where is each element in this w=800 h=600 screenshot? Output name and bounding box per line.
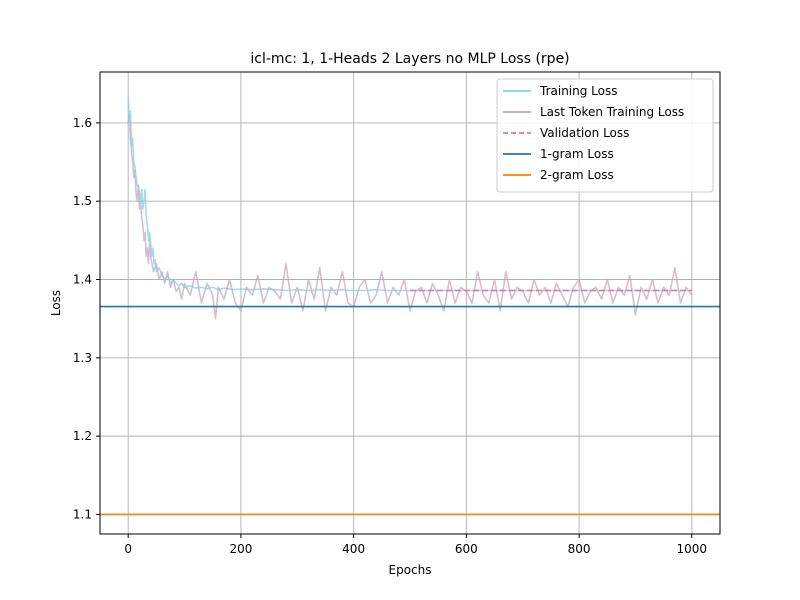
x-tick-label: 0: [124, 542, 132, 556]
y-tick-label: 1.3: [73, 351, 92, 365]
legend-label-validation-loss: Validation Loss: [540, 126, 629, 140]
y-tick-label: 1.6: [73, 116, 92, 130]
legend-label-training-loss: Training Loss: [539, 84, 617, 98]
chart-title: icl-mc: 1, 1-Heads 2 Layers no MLP Loss …: [250, 51, 569, 67]
x-tick-label: 600: [455, 542, 478, 556]
y-axis-label: Loss: [49, 290, 63, 316]
grid: [100, 72, 720, 534]
legend-box: [496, 78, 714, 193]
plot-frame: [99, 71, 721, 535]
y-tick-label: 1.4: [73, 273, 92, 287]
training-loss-line: [127, 95, 692, 292]
series-layer: [100, 95, 720, 516]
x-tick-label: 400: [342, 542, 365, 556]
legend-label-last-token-training-loss: Last Token Training Loss: [540, 105, 684, 119]
y-tick-label: 1.2: [73, 429, 92, 443]
last-token-training-loss-line: [127, 114, 693, 320]
axis-ticks: 0 200 400 600 800 1000 1.1 1.2 1.3 1.4 1.5 1.6: [73, 116, 707, 556]
legend-label-2-gram-loss: 2-gram Loss: [540, 168, 614, 182]
x-tick-label: 200: [229, 542, 252, 556]
legend-label-1-gram-loss: 1-gram Loss: [540, 147, 614, 161]
x-tick-label: 800: [568, 542, 591, 556]
legend: Training Loss Last Token Training Loss Val…: [496, 78, 714, 193]
x-axis-label: Epochs: [389, 563, 432, 577]
y-tick-label: 1.5: [73, 194, 92, 208]
y-tick-label: 1.1: [73, 507, 92, 521]
x-tick-label: 1000: [677, 542, 708, 556]
